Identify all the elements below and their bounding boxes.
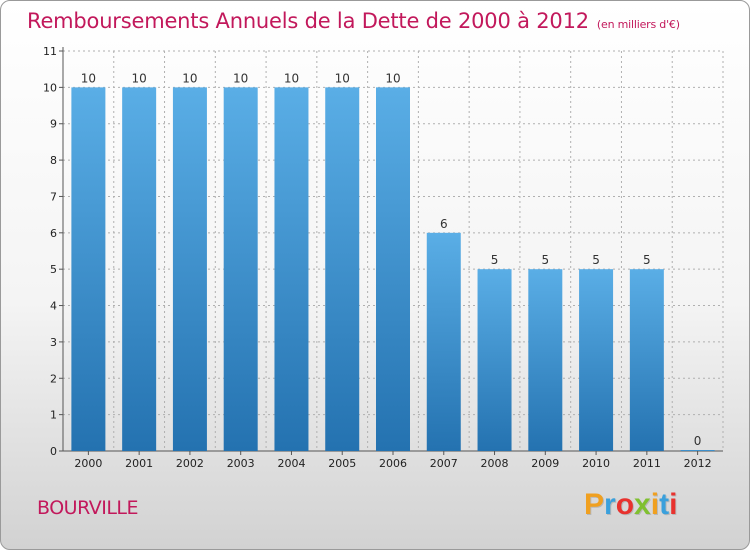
chart-title: Remboursements Annuels de la Dette de 20…	[27, 9, 680, 33]
y-tick-label-11: 11	[43, 45, 57, 58]
bar-2010	[579, 269, 614, 451]
value-label-2002: 10	[182, 71, 197, 85]
chart-title-text: Remboursements Annuels de la Dette de 20…	[27, 9, 589, 33]
bar-2008	[477, 269, 512, 451]
x-tick-label-2008: 2008	[481, 457, 509, 470]
chart-unit: (en milliers d'€)	[596, 18, 680, 31]
y-tick-label-1: 1	[50, 409, 57, 422]
bar-2011	[629, 269, 664, 451]
y-tick-label-9: 9	[50, 118, 57, 131]
value-label-2000: 10	[81, 71, 96, 85]
x-tick-label-2005: 2005	[328, 457, 356, 470]
y-tick-label-6: 6	[50, 227, 57, 240]
y-tick-label-5: 5	[50, 263, 57, 276]
bar-2012	[680, 450, 715, 451]
bar-2006	[376, 87, 410, 451]
value-label-2011: 5	[643, 253, 651, 267]
labels: 0 1 2 3 4 5 6 7 8 9 10 11 10 2000 10 2001 10 2002 10 2003 10…	[43, 45, 712, 470]
bar-2002	[172, 87, 207, 451]
bar-2009	[528, 269, 563, 451]
bars	[71, 87, 715, 451]
value-label-2004: 10	[284, 71, 299, 85]
bar-2000	[71, 87, 106, 451]
city-name: BOURVILLE	[37, 497, 139, 519]
value-label-2005: 10	[335, 71, 350, 85]
y-tick-label-8: 8	[50, 154, 57, 167]
logo-letter-3: x	[634, 488, 651, 521]
x-tick-label-2012: 2012	[684, 457, 712, 470]
bar-2003	[223, 87, 258, 451]
logo-letter-2: o	[615, 488, 635, 521]
y-tick-label-0: 0	[50, 445, 57, 458]
logo-letter-5: t	[659, 488, 670, 521]
y-tick-label-3: 3	[50, 336, 57, 349]
x-tick-label-2011: 2011	[633, 457, 661, 470]
value-label-2003: 10	[233, 71, 248, 85]
logo-letter-1: r	[604, 488, 616, 521]
x-tick-label-2010: 2010	[582, 457, 610, 470]
value-label-2012: 0	[694, 434, 702, 448]
x-tick-label-2001: 2001	[125, 457, 153, 470]
value-label-2001: 10	[132, 71, 147, 85]
x-tick-label-2006: 2006	[379, 457, 407, 470]
logo-letter-4: i	[650, 488, 660, 521]
bar-2005	[325, 87, 360, 451]
bar-2004	[274, 87, 309, 451]
value-label-2008: 5	[491, 253, 499, 267]
y-tick-label-10: 10	[43, 81, 57, 94]
x-tick-label-2007: 2007	[430, 457, 458, 470]
x-tick-label-2003: 2003	[227, 457, 255, 470]
value-label-2010: 5	[592, 253, 600, 267]
bar-2001	[122, 87, 157, 451]
value-label-2009: 5	[541, 253, 549, 267]
bar-2007	[426, 232, 461, 451]
x-tick-label-2009: 2009	[531, 457, 559, 470]
proxiti-logo: Proxiti	[584, 488, 677, 522]
y-tick-label-7: 7	[50, 190, 57, 203]
y-tick-label-4: 4	[50, 300, 57, 313]
logo-letter-6: i	[669, 488, 678, 521]
logo-letter-0: P	[584, 488, 605, 521]
x-tick-label-2000: 2000	[74, 457, 102, 470]
value-label-2007: 6	[440, 217, 448, 231]
y-tick-label-2: 2	[50, 372, 57, 385]
x-tick-label-2004: 2004	[277, 457, 305, 470]
x-tick-label-2002: 2002	[176, 457, 204, 470]
value-label-2006: 10	[385, 71, 400, 85]
